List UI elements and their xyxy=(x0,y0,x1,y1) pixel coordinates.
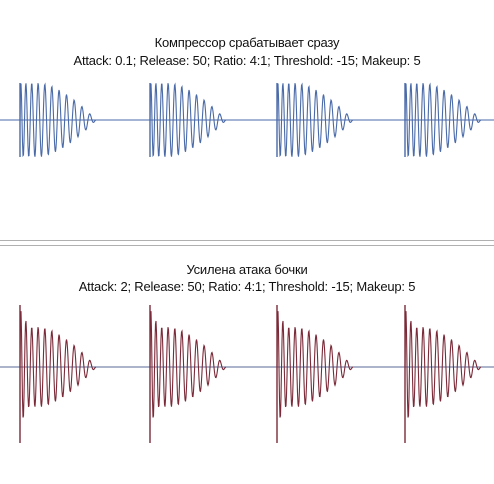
top-panel-title: Компрессор срабатывает сразу xyxy=(154,35,340,50)
bottom-hit-1 xyxy=(19,311,97,418)
top-hit-3 xyxy=(276,82,354,158)
top-hit-4 xyxy=(404,82,482,158)
bottom-hits xyxy=(19,305,482,443)
top-hit-2 xyxy=(149,82,227,158)
panel-divider-lower xyxy=(0,245,494,246)
bottom-hit-3 xyxy=(276,311,354,418)
top-hits xyxy=(19,82,482,158)
top-waveform xyxy=(0,82,494,158)
bottom-hit-2 xyxy=(149,311,227,418)
bottom-hit-4 xyxy=(404,311,482,418)
panel-divider-upper xyxy=(0,240,494,241)
top-hit-1 xyxy=(19,82,97,158)
top-panel-params: Attack: 0.1; Release: 50; Ratio: 4:1; Th… xyxy=(73,53,421,68)
bottom-panel-params: Attack: 2; Release: 50; Ratio: 4:1; Thre… xyxy=(78,279,416,294)
bottom-panel-title: Усилена атака бочки xyxy=(186,262,308,277)
